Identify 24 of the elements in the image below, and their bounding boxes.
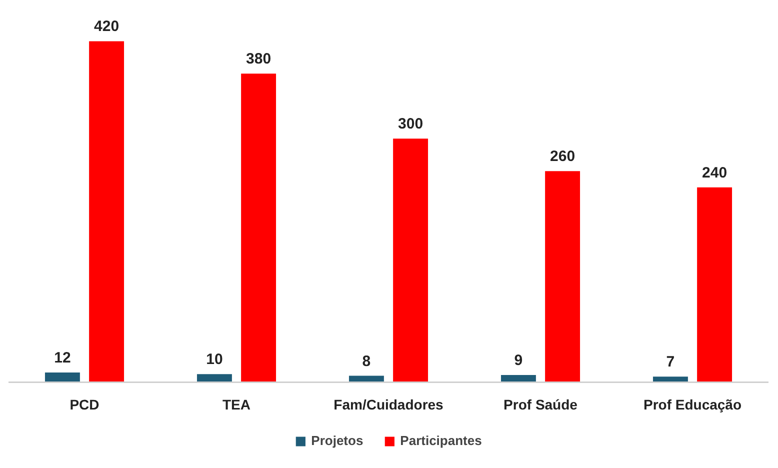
data-label: 12 (54, 350, 71, 367)
x-tick-label: Fam/Cuidadores (334, 396, 444, 412)
x-tick-label: PCD (70, 396, 100, 412)
bar (545, 171, 580, 382)
data-label: 8 (362, 352, 371, 370)
legend-label: Participantes (400, 433, 482, 448)
bar (241, 74, 276, 382)
data-label: 9 (514, 352, 523, 369)
x-tick-label: Prof Educação (643, 396, 742, 412)
data-label: 240 (702, 164, 728, 182)
legend-label: Projetos (311, 433, 364, 448)
data-label: 300 (398, 116, 424, 133)
bar (196, 374, 232, 382)
data-label: 380 (246, 50, 272, 68)
bar (393, 138, 428, 382)
x-tick-label: TEA (222, 396, 250, 412)
x-tick-label: Prof Saúde (504, 396, 578, 412)
bar (89, 41, 124, 382)
data-label: 260 (550, 148, 576, 166)
data-label: 420 (94, 18, 120, 36)
data-label: 7 (666, 354, 675, 371)
data-label: 10 (206, 351, 223, 368)
bar (44, 372, 80, 382)
bar (697, 187, 732, 382)
